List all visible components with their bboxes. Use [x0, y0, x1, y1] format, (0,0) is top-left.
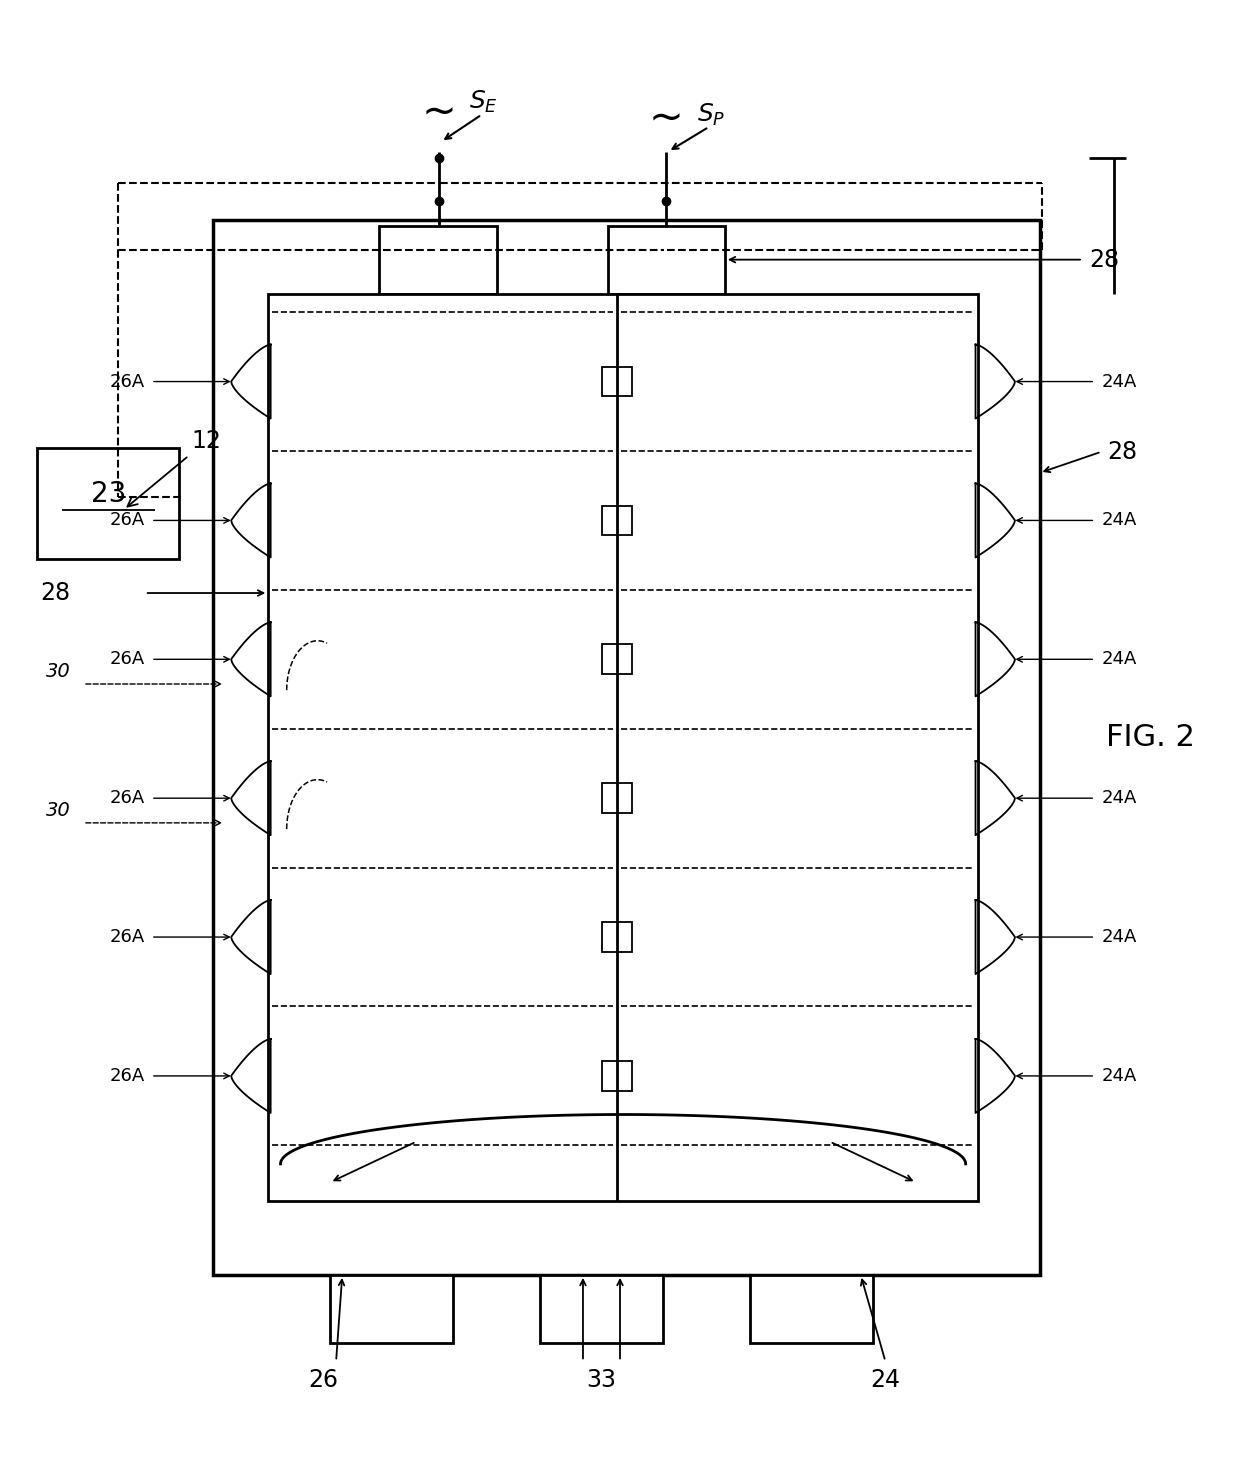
Text: 28: 28 [41, 582, 71, 605]
Bar [379, 226, 496, 294]
Bar [603, 1061, 631, 1091]
Text: 24A: 24A [1101, 790, 1137, 807]
Text: 30: 30 [46, 801, 71, 821]
Text: $S_E$: $S_E$ [470, 89, 498, 115]
Bar [603, 506, 631, 536]
Bar [539, 1275, 663, 1343]
Text: 26A: 26A [109, 651, 145, 669]
Bar [603, 645, 631, 675]
Text: 26A: 26A [109, 928, 145, 946]
Text: 30: 30 [46, 663, 71, 680]
Text: 26A: 26A [109, 1067, 145, 1085]
Bar [750, 1275, 873, 1343]
Bar [212, 220, 1039, 1275]
Text: 33: 33 [587, 1368, 616, 1392]
Text: 28: 28 [1107, 440, 1138, 463]
Text: 24A: 24A [1101, 928, 1137, 946]
Bar [603, 366, 631, 397]
Text: 26A: 26A [109, 372, 145, 391]
Bar [608, 226, 725, 294]
Text: 23: 23 [91, 480, 126, 508]
Bar [37, 447, 180, 559]
Text: 24: 24 [870, 1368, 900, 1392]
Bar [268, 294, 978, 1201]
Text: 24A: 24A [1101, 1067, 1137, 1085]
Text: 12: 12 [128, 430, 222, 506]
Bar [603, 922, 631, 952]
Text: 28: 28 [1089, 248, 1120, 272]
Text: 26A: 26A [109, 511, 145, 530]
Text: FIG. 2: FIG. 2 [1106, 723, 1195, 753]
Text: 24A: 24A [1101, 651, 1137, 669]
Text: 26A: 26A [109, 790, 145, 807]
Text: $S_P$: $S_P$ [697, 102, 725, 128]
Text: 24A: 24A [1101, 511, 1137, 530]
Text: 24A: 24A [1101, 372, 1137, 391]
Text: ~: ~ [422, 92, 456, 133]
Bar [603, 784, 631, 813]
Text: 26: 26 [309, 1368, 339, 1392]
Text: ~: ~ [649, 97, 683, 139]
Bar [330, 1275, 454, 1343]
